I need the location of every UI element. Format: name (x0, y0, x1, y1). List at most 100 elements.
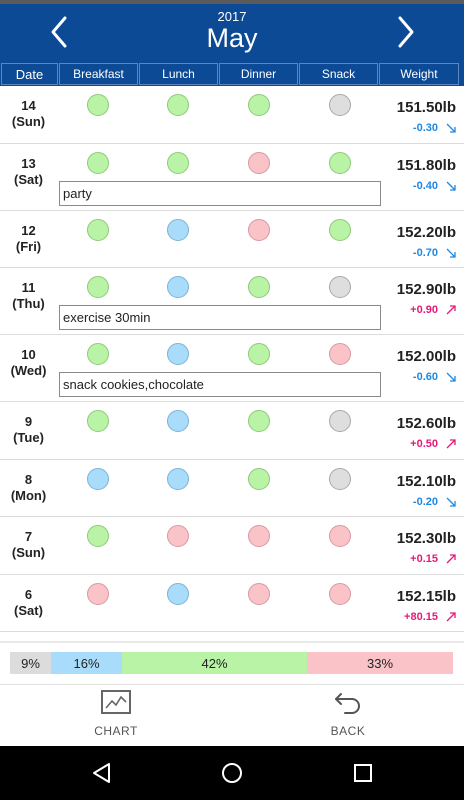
day-row[interactable]: 10 (Wed) 152.00lb -0.60 snack cookies,chocol… (0, 335, 464, 402)
lunch-status-dot[interactable] (167, 94, 189, 116)
ratio-green: 42% (122, 652, 307, 674)
day-list: 14 (Sun) 151.50lb -0.30 13 (Sat) 151.80lb -0.40… (0, 86, 464, 632)
breakfast-status-dot[interactable] (87, 525, 109, 547)
nav-back-icon[interactable] (90, 761, 114, 785)
dinner-status-dot[interactable] (248, 410, 270, 432)
lunch-status-dot[interactable] (167, 467, 189, 490)
weight-delta-value: +0.50 (410, 438, 438, 450)
day-note[interactable]: snack cookies,chocolate (59, 372, 381, 397)
day-number: 13 (21, 155, 36, 171)
lunch-status-dot[interactable] (167, 410, 189, 432)
weight-delta: +0.90 (410, 304, 456, 316)
day-date: 13 (Sat) (0, 156, 57, 188)
weight-delta: -0.30 (413, 122, 456, 134)
lunch-status-dot[interactable] (167, 276, 189, 298)
day-weekday: (Fri) (15, 238, 42, 254)
month-title: May (206, 23, 258, 53)
snack-status-dot[interactable] (329, 218, 351, 241)
weight-delta-value: +80.15 (404, 610, 438, 623)
snack-status-dot[interactable] (329, 525, 351, 547)
weight-value: 152.15lb (396, 587, 456, 605)
day-weekday: (Mon) (10, 487, 47, 503)
snack-status-dot[interactable] (329, 343, 351, 365)
year-label: 2017 (217, 9, 247, 24)
breakfast-status-dot[interactable] (87, 343, 109, 365)
breakfast-status-dot[interactable] (87, 276, 109, 298)
day-weekday: (Thu) (12, 296, 45, 311)
weight-delta-value: +0.15 (410, 553, 438, 565)
dinner-status-dot[interactable] (248, 94, 270, 116)
nav-home-icon[interactable] (220, 761, 244, 785)
lunch-status-dot[interactable] (167, 343, 189, 365)
day-row[interactable]: 12 (Fri) 152.20lb -0.70 (0, 211, 464, 268)
lunch-status-dot[interactable] (167, 151, 189, 174)
prev-month-button[interactable] (41, 14, 77, 50)
snack-status-dot[interactable] (329, 151, 351, 174)
weight-delta: -0.40 (413, 180, 456, 192)
weight-delta: -0.60 (413, 371, 456, 383)
weight-value: 152.30lb (396, 530, 456, 547)
day-row[interactable]: 11 (Thu) 152.90lb +0.90 exercise 30min (0, 268, 464, 335)
day-row[interactable]: 13 (Sat) 151.80lb -0.40 party (0, 144, 464, 211)
lunch-status-dot[interactable] (167, 525, 189, 547)
dinner-status-dot[interactable] (248, 467, 270, 490)
snack-status-dot[interactable] (329, 410, 351, 432)
dinner-status-dot[interactable] (248, 343, 270, 365)
trend-down-icon (446, 123, 456, 133)
dinner-status-dot[interactable] (248, 276, 270, 298)
day-row[interactable]: 6 (Sat) 152.15lb +80.15 (0, 575, 464, 632)
nav-recents-icon[interactable] (351, 761, 375, 785)
day-date: 12 (Fri) (0, 223, 57, 255)
column-date: Date (1, 63, 58, 85)
dinner-status-dot[interactable] (248, 151, 270, 174)
snack-status-dot[interactable] (329, 94, 351, 116)
weight-delta-value: +0.90 (410, 304, 438, 316)
day-number: 7 (24, 529, 33, 544)
chart-button[interactable]: CHART (61, 690, 171, 742)
day-number: 12 (21, 222, 36, 238)
next-month-button[interactable] (388, 14, 424, 50)
back-button[interactable]: BACK (293, 690, 403, 742)
back-label: BACK (330, 724, 366, 738)
column-header-row: Date Breakfast Lunch Dinner Snack Weight (0, 62, 464, 86)
snack-status-dot[interactable] (329, 467, 351, 490)
day-number: 6 (24, 586, 33, 602)
day-row[interactable]: 7 (Sun) 152.30lb +0.15 (0, 517, 464, 575)
dinner-status-dot[interactable] (248, 218, 270, 241)
day-date: 6 (Sat) (0, 587, 57, 619)
day-date: 14 (Sun) (0, 98, 57, 130)
lunch-status-dot[interactable] (167, 582, 189, 605)
weight-delta-value: -0.40 (412, 179, 438, 192)
snack-status-dot[interactable] (329, 582, 351, 605)
day-number: 8 (24, 471, 33, 487)
day-row[interactable]: 8 (Mon) 152.10lb -0.20 (0, 460, 464, 517)
trend-up-icon (446, 554, 456, 564)
month-header: 2017 May (0, 4, 464, 62)
dinner-status-dot[interactable] (248, 582, 270, 605)
ratio-gray: 9% (10, 652, 51, 674)
day-weekday: (Sun) (11, 114, 46, 129)
back-arrow-icon (335, 693, 360, 714)
trend-down-icon (446, 372, 456, 382)
weight-delta-value: -0.20 (412, 495, 438, 508)
weight-value: 152.90lb (396, 281, 456, 298)
day-number: 14 (21, 98, 36, 113)
dinner-status-dot[interactable] (248, 525, 270, 547)
chart-label: CHART (94, 724, 138, 738)
breakfast-status-dot[interactable] (87, 582, 109, 605)
day-note[interactable]: party (59, 180, 381, 206)
breakfast-status-dot[interactable] (87, 151, 109, 174)
snack-status-dot[interactable] (329, 276, 351, 298)
day-row[interactable]: 9 (Tue) 152.60lb +0.50 (0, 402, 464, 460)
weight-delta-value: -0.30 (412, 122, 438, 134)
day-date: 7 (Sun) (0, 529, 57, 561)
column-dinner: Dinner (219, 63, 298, 85)
lunch-status-dot[interactable] (167, 218, 189, 241)
breakfast-status-dot[interactable] (87, 467, 109, 490)
breakfast-status-dot[interactable] (87, 218, 109, 241)
day-date: 11 (Thu) (0, 280, 57, 312)
breakfast-status-dot[interactable] (87, 94, 109, 116)
day-row[interactable]: 14 (Sun) 151.50lb -0.30 (0, 86, 464, 144)
breakfast-status-dot[interactable] (87, 410, 109, 432)
day-note[interactable]: exercise 30min (59, 305, 381, 330)
